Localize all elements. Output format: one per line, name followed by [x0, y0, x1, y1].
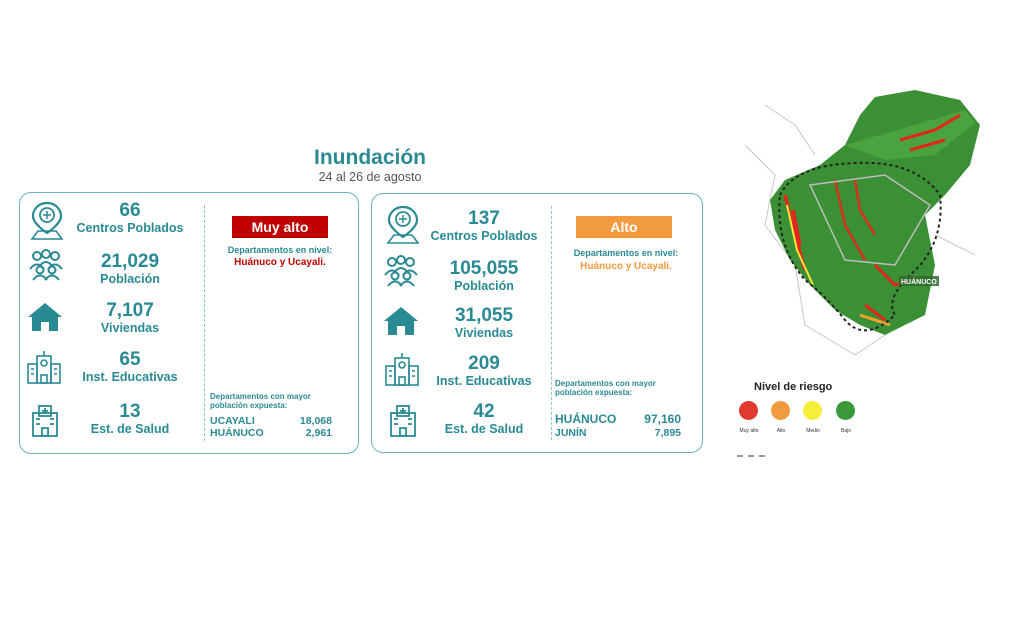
legend-swatch-alto: [771, 401, 790, 420]
stat-inst-educativas: 65 Inst. Educativas: [60, 349, 200, 385]
stat-label: Est. de Salud: [90, 422, 170, 436]
hospital-icon: [390, 405, 416, 437]
exposed-row: JUNÍN 7,895: [555, 427, 681, 439]
stat-poblacion: 105,055 Población: [414, 258, 554, 294]
hospital-icon: [32, 405, 58, 437]
stat-value: 7,107: [106, 300, 154, 321]
legend-dashed-line: [737, 455, 765, 457]
stat-label: Población: [454, 279, 514, 293]
stat-value: 21,029: [100, 251, 160, 272]
legend-title: Nivel de riesgo: [754, 381, 833, 393]
house-icon: [28, 303, 62, 331]
legend-swatch-muy-alto: [739, 401, 758, 420]
stat-value: 66: [119, 200, 141, 221]
risk-card-muy-alto: 66 Centros Poblados 21,029 Población 7,1…: [19, 192, 359, 454]
map-pin-icon: [30, 201, 64, 240]
risk-level-badge: Alto: [576, 216, 672, 238]
exposed-department: JUNÍN: [555, 427, 587, 439]
legend-swatch-medio: [803, 401, 822, 420]
stat-label: Inst. Educativas: [82, 370, 178, 384]
stat-viviendas: 31,055 Viviendas: [414, 305, 554, 341]
exposed-population: 97,160: [644, 412, 681, 426]
exposed-row: HUÁNUCO 2,961: [210, 427, 332, 439]
risk-level-badge: Muy alto: [232, 216, 328, 238]
exposed-department: HUÁNUCO: [210, 427, 264, 439]
exposed-row: HUÁNUCO 97,160: [555, 412, 681, 426]
departments-heading: Departamentos en nivel:: [227, 245, 333, 255]
legend-label: Bajo: [840, 428, 851, 434]
exposed-heading: Departamentos con mayor población expues…: [210, 392, 311, 410]
card-divider: [204, 205, 205, 441]
stat-label: Inst. Educativas: [436, 374, 532, 388]
exposed-population: 2,961: [305, 427, 332, 439]
legend-swatch-bajo: [836, 401, 855, 420]
departments-list: Huánuco y Ucayali.: [234, 257, 326, 268]
stat-label: Viviendas: [100, 321, 160, 335]
stat-label: Centros Poblados: [430, 229, 538, 243]
stat-poblacion: 21,029 Población: [60, 251, 200, 287]
stat-value: 209: [468, 353, 500, 374]
stat-label: Población: [100, 272, 160, 286]
stat-viviendas: 7,107 Viviendas: [60, 300, 200, 336]
school-icon: [385, 353, 419, 386]
exposed-department: UCAYALI: [210, 415, 255, 427]
stat-value: 42: [473, 401, 495, 422]
exposed-heading: Departamentos con mayor población expues…: [555, 379, 656, 397]
stat-value: 137: [468, 208, 500, 229]
stat-label: Viviendas: [454, 326, 514, 340]
exposed-population: 7,895: [654, 427, 681, 439]
risk-card-alto: 137 Centros Poblados 105,055 Población 3…: [371, 193, 703, 453]
legend-label: Alto: [776, 428, 786, 434]
stat-centros-poblados: 66 Centros Poblados: [60, 200, 200, 236]
stat-value: 105,055: [449, 258, 519, 279]
stat-inst-educativas: 209 Inst. Educativas: [414, 353, 554, 389]
map-pin-icon: [386, 205, 420, 244]
stat-label: Centros Poblados: [76, 221, 184, 235]
stat-value: 31,055: [454, 305, 514, 326]
page-title: Inundación: [314, 146, 426, 169]
stat-est-salud: 13 Est. de Salud: [60, 401, 200, 437]
legend-label: Muy alto: [739, 428, 759, 434]
stat-value: 13: [119, 401, 141, 422]
stat-est-salud: 42 Est. de Salud: [414, 401, 554, 437]
stat-value: 65: [119, 349, 141, 370]
page-subtitle: 24 al 26 de agosto: [318, 170, 422, 184]
people-icon: [29, 249, 63, 281]
stat-label: Est. de Salud: [444, 422, 524, 436]
exposed-population: 18,068: [299, 415, 332, 427]
stat-centros-poblados: 137 Centros Poblados: [414, 208, 554, 244]
map-label: HUÁNUCO: [901, 277, 937, 286]
card-divider: [551, 206, 552, 440]
people-icon: [384, 255, 418, 287]
school-icon: [27, 351, 61, 384]
risk-map: HUÁNUCO: [735, 85, 985, 370]
exposed-row: UCAYALI 18,068: [210, 415, 332, 427]
departments-list: Huánuco y Ucayali.: [580, 261, 672, 272]
house-icon: [384, 307, 418, 335]
departments-heading: Departamentos en nivel:: [573, 248, 679, 258]
exposed-department: HUÁNUCO: [555, 412, 617, 426]
legend-label: Medio: [806, 428, 820, 434]
